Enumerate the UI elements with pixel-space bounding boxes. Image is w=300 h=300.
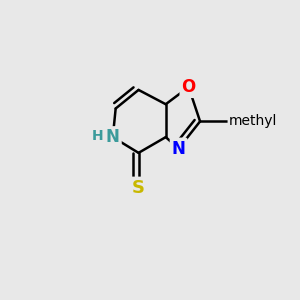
- Text: S: S: [132, 179, 145, 197]
- Text: O: O: [182, 78, 196, 96]
- Text: methyl: methyl: [229, 114, 277, 128]
- Text: N: N: [106, 128, 120, 146]
- Text: H: H: [92, 129, 104, 143]
- Text: N: N: [172, 140, 185, 158]
